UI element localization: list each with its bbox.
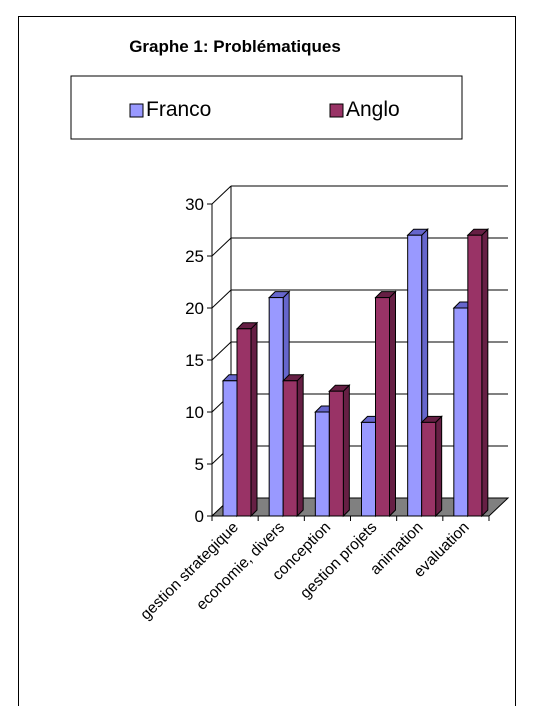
bar-anglo-4 — [375, 297, 390, 517]
y-tick-label: 0 — [195, 507, 204, 526]
bar-franco-4 — [361, 421, 376, 517]
bar-anglo-4-side — [389, 290, 396, 518]
legend-swatch-anglo — [329, 103, 344, 118]
side-wall-gridline — [211, 341, 232, 361]
legend-label-franco: Franco — [146, 98, 211, 121]
chart-title: Graphe 1: Problématiques — [129, 37, 341, 56]
bar-anglo-3-side — [342, 383, 350, 518]
y-tick-label: 5 — [195, 455, 204, 474]
bar-anglo-2-side — [296, 373, 304, 518]
legend-swatch-franco — [129, 103, 144, 118]
y-tick-label: 10 — [185, 403, 204, 422]
bar-franco-6 — [453, 307, 469, 517]
y-tick-label: 25 — [185, 247, 204, 266]
bar-anglo-5-side — [435, 415, 443, 518]
bar-franco-5 — [407, 234, 423, 517]
bar-franco-3 — [314, 411, 330, 517]
y-tick-label: 15 — [185, 351, 204, 370]
side-wall-gridline — [211, 185, 232, 205]
bar-anglo-1 — [236, 328, 252, 517]
bar-anglo-2 — [282, 380, 298, 517]
legend: Franco Anglo — [70, 75, 463, 140]
bar-franco-2 — [268, 297, 284, 517]
bar-anglo-3 — [328, 390, 344, 517]
chart-frame: Graphe 1: Problématiques Franco Anglo 0 5… — [18, 16, 516, 706]
bar-anglo-5 — [421, 421, 437, 517]
bar-anglo-6 — [467, 234, 483, 517]
bar-franco-1 — [222, 380, 238, 517]
side-wall-gridline — [211, 237, 232, 257]
bar-anglo-1-side — [250, 321, 258, 518]
y-tick-label: 30 — [185, 195, 204, 214]
bar-anglo-6-side — [481, 227, 489, 518]
chart-svg: Graphe 1: Problématiques Franco Anglo 0 5… — [70, 37, 510, 623]
y-tick-label: 20 — [185, 299, 204, 318]
side-wall-gridline — [211, 289, 232, 309]
legend-label-anglo: Anglo — [346, 98, 400, 121]
